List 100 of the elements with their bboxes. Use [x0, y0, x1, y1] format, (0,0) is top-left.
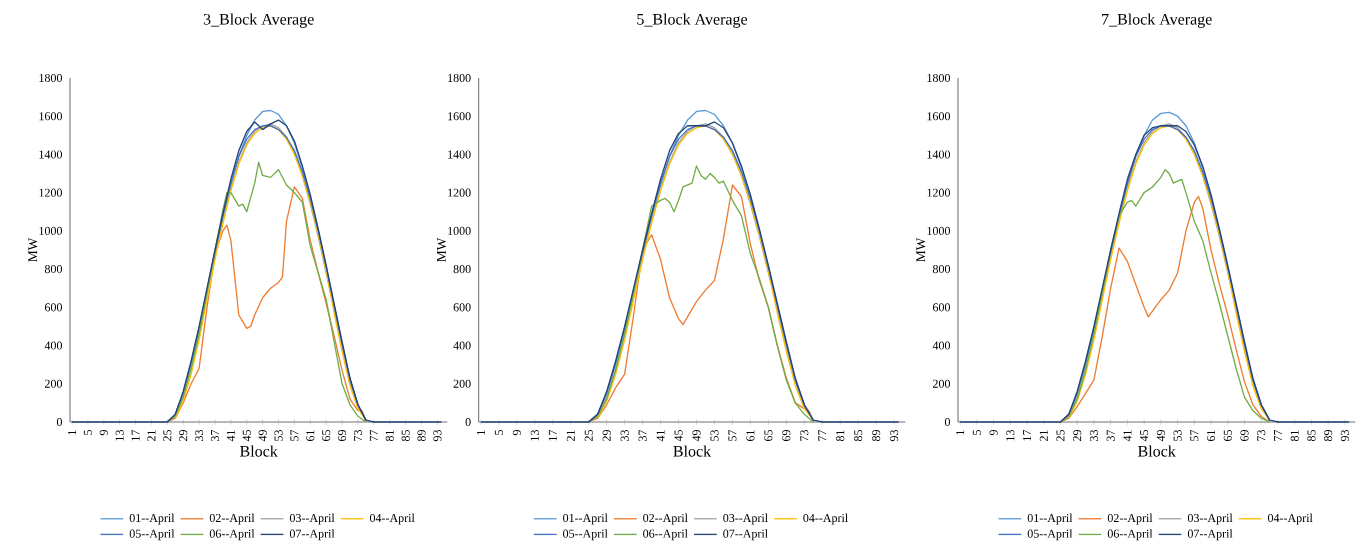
y-tick-label: 400	[932, 341, 950, 350]
y-tick-label: 1400	[448, 150, 471, 159]
x-tick-label: 25	[163, 430, 172, 442]
legend-label: 01--April	[129, 513, 175, 525]
y-tick-label: 800	[932, 265, 950, 274]
y-axis-title: MW	[437, 237, 446, 262]
legend-label: 05--April	[563, 529, 608, 541]
x-tick-label: 33	[1089, 430, 1098, 441]
x-axis-title: Block	[1138, 445, 1176, 457]
legend-label: 02--April	[209, 513, 255, 525]
x-tick-label: 89	[872, 430, 881, 442]
x-tick-label: 61	[306, 430, 315, 442]
y-tick-label: 1000	[927, 226, 950, 235]
legend-label: 02--April	[1107, 513, 1153, 525]
x-tick-label: 69	[338, 430, 347, 442]
x-tick-label: 57	[1190, 429, 1199, 441]
x-tick-label: 49	[258, 430, 267, 442]
legend-label: 04--April	[369, 513, 415, 525]
x-tick-label: 21	[566, 430, 575, 442]
x-tick-label: 77	[818, 429, 827, 441]
y-tick-label: 1800	[448, 73, 471, 83]
x-tick-label: 13	[1006, 430, 1015, 441]
x-tick-label: 93	[890, 430, 899, 442]
x-axis-title: Block	[673, 445, 712, 457]
x-tick-label: 73	[353, 430, 362, 441]
y-tick-label: 1200	[39, 188, 62, 197]
x-tick-label: 81	[1290, 430, 1299, 442]
x-tick-label: 41	[656, 430, 665, 442]
x-tick-label: 73	[1257, 430, 1266, 441]
x-tick-label: 45	[1140, 430, 1149, 442]
legend-label: 03--April	[1187, 513, 1233, 525]
x-tick-label: 29	[602, 430, 611, 442]
x-tick-label: 45	[242, 430, 251, 442]
x-tick-label: 89	[1324, 430, 1333, 442]
y-tick-label: 600	[44, 303, 62, 312]
legend-label: 02--April	[643, 513, 688, 525]
x-tick-label: 37	[210, 429, 220, 441]
y-tick-label: 0	[944, 417, 950, 427]
x-tick-label: 57	[728, 429, 737, 441]
chart-title: 7_Block Average	[1102, 13, 1212, 28]
x-tick-label: 29	[1073, 430, 1082, 442]
x-tick-label: 73	[800, 430, 809, 441]
legend-label: 03--April	[723, 513, 768, 525]
x-tick-label: 41	[226, 430, 235, 442]
x-tick-label: 93	[433, 430, 442, 442]
x-tick-label: 21	[147, 430, 156, 442]
x-tick-label: 1	[956, 430, 965, 435]
x-tick-label: 85	[401, 430, 410, 442]
y-axis-title: MW	[28, 237, 38, 262]
y-tick-label: 1000	[39, 226, 62, 235]
x-tick-label: 77	[1274, 429, 1282, 441]
x-tick-label: 17	[548, 429, 557, 441]
legend-label: 07--April	[723, 529, 768, 541]
y-tick-label: 1600	[448, 112, 471, 121]
y-tick-label: 0	[465, 417, 471, 427]
y-tick-label: 400	[453, 341, 471, 350]
legend-label: 01--April	[563, 513, 608, 525]
x-tick-label: 93	[1340, 430, 1349, 442]
x-tick-label: 25	[584, 430, 593, 442]
x-tick-label: 5	[972, 430, 981, 435]
legend-label: 06--April	[643, 529, 688, 541]
chart-title: 5_Block Average	[637, 13, 748, 28]
y-tick-label: 1000	[448, 226, 471, 235]
x-tick-label: 49	[1156, 430, 1165, 442]
y-tick-label: 1600	[927, 112, 950, 121]
chart-title: 3_Block Average	[203, 13, 314, 28]
x-tick-label: 9	[989, 430, 998, 436]
y-tick-label: 600	[932, 303, 950, 312]
y-tick-label: 200	[44, 379, 62, 388]
legend-label: 03--April	[289, 513, 335, 525]
legend-label: 07--April	[289, 529, 335, 541]
x-tick-label: 29	[179, 430, 188, 442]
x-tick-label: 85	[1307, 430, 1316, 442]
x-tick-label: 61	[1207, 430, 1216, 442]
x-tick-label: 77	[369, 429, 378, 441]
y-tick-label: 1800	[39, 73, 62, 83]
x-tick-label: 1	[476, 430, 485, 435]
x-tick-label: 25	[1056, 430, 1065, 442]
x-axis-title: Block	[240, 445, 278, 457]
x-tick-label: 89	[417, 430, 426, 442]
x-tick-label: 57	[290, 429, 299, 441]
y-tick-label: 800	[453, 265, 471, 274]
x-tick-label: 81	[385, 430, 394, 442]
x-tick-label: 13	[530, 430, 539, 441]
x-tick-label: 37	[1106, 429, 1115, 441]
x-tick-label: 81	[836, 430, 845, 442]
x-tick-label: 17	[131, 429, 140, 441]
x-tick-label: 9	[99, 430, 108, 436]
legend-label: 05--April	[1027, 529, 1073, 541]
x-tick-label: 49	[692, 430, 701, 442]
y-tick-label: 600	[453, 303, 471, 312]
x-tick-label: 13	[115, 430, 124, 441]
x-tick-label: 33	[620, 430, 629, 441]
y-tick-label: 400	[44, 341, 62, 350]
y-tick-label: 1400	[39, 150, 62, 159]
y-tick-label: 800	[44, 265, 62, 274]
x-tick-label: 45	[674, 430, 683, 442]
x-tick-label: 17	[1023, 429, 1031, 441]
y-tick-label: 0	[56, 417, 62, 427]
x-tick-label: 69	[1240, 430, 1249, 442]
